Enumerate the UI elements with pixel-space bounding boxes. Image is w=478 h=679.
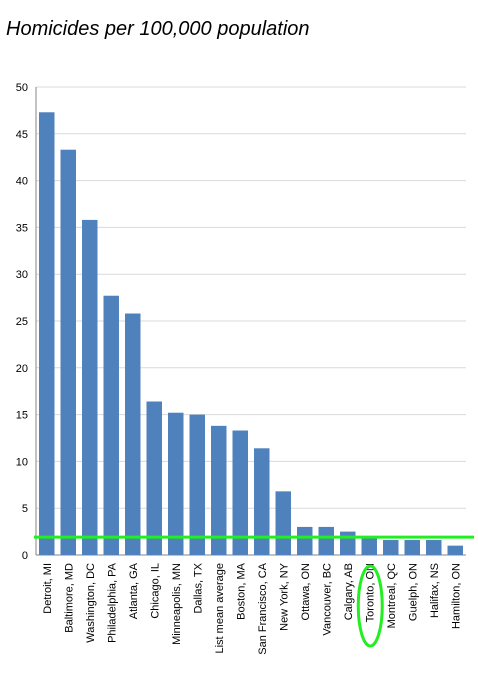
x-category-label: Dallas, TX [192,562,204,613]
x-category-label: Calgary, AB [343,563,355,620]
y-tick-label: 25 [16,316,28,328]
y-tick-label: 10 [16,456,28,468]
bar [361,538,377,555]
bar [82,219,98,556]
y-tick-label: 20 [16,363,28,375]
x-category-label: Minneapolis, MN [171,563,183,645]
x-category-label: Philadelphia, PA [106,562,118,643]
chart-title: Homicides per 100,000 population [6,18,310,40]
bar [447,545,463,555]
bar [232,430,248,555]
bar [404,540,420,555]
y-tick-label: 0 [22,550,28,562]
y-tick-label: 45 [16,129,28,141]
x-category-label: Hamilton, ON [450,563,462,629]
x-category-label: Montreal, QC [386,563,398,628]
y-tick-label: 15 [16,410,28,422]
y-tick-label: 30 [16,269,28,281]
x-category-label: Chicago, IL [149,563,161,619]
x-category-label: Baltimore, MD [63,563,75,633]
bar [103,295,119,555]
highlight-ellipse [356,564,384,648]
bar [340,531,356,555]
x-category-label: Atlanta, GA [128,562,140,619]
bar [426,540,442,555]
x-category-label: Washington, DC [85,563,97,643]
bar [189,414,205,555]
y-tick-label: 50 [16,82,28,94]
bar [383,540,399,555]
bar [146,401,162,555]
bars [39,112,463,556]
bar [275,491,291,555]
x-category-label: Halifax, NS [429,563,441,618]
x-category-label: Guelph, ON [407,563,419,621]
x-category-label: Boston, MA [235,562,247,620]
bar [39,112,55,555]
x-category-label: San Francisco, CA [257,562,269,654]
x-category-label: New York, NY [278,562,290,631]
bar [168,412,184,555]
bar [125,313,141,555]
x-category-label: Vancouver, BC [321,563,333,636]
y-tick-label: 5 [22,503,28,515]
bar [318,526,334,555]
bar [60,149,76,555]
y-tick-label: 35 [16,222,28,234]
x-category-label: Ottawa, ON [300,563,312,621]
bar [211,425,227,555]
x-category-label: Toronto, ON [364,563,376,622]
x-category-label: List mean average [214,563,226,654]
y-tick-label: 40 [16,176,28,188]
bar [297,526,313,555]
annotations [34,535,474,648]
bar [254,448,270,555]
y-axis-ticks: 0 5 10 15 20 25 30 35 40 45 50 [16,82,28,562]
gridlines [36,86,466,509]
x-axis-labels: Detroit, MI Baltimore, MD Washington, DC Ph… [42,562,463,654]
x-category-label: Detroit, MI [42,563,54,614]
